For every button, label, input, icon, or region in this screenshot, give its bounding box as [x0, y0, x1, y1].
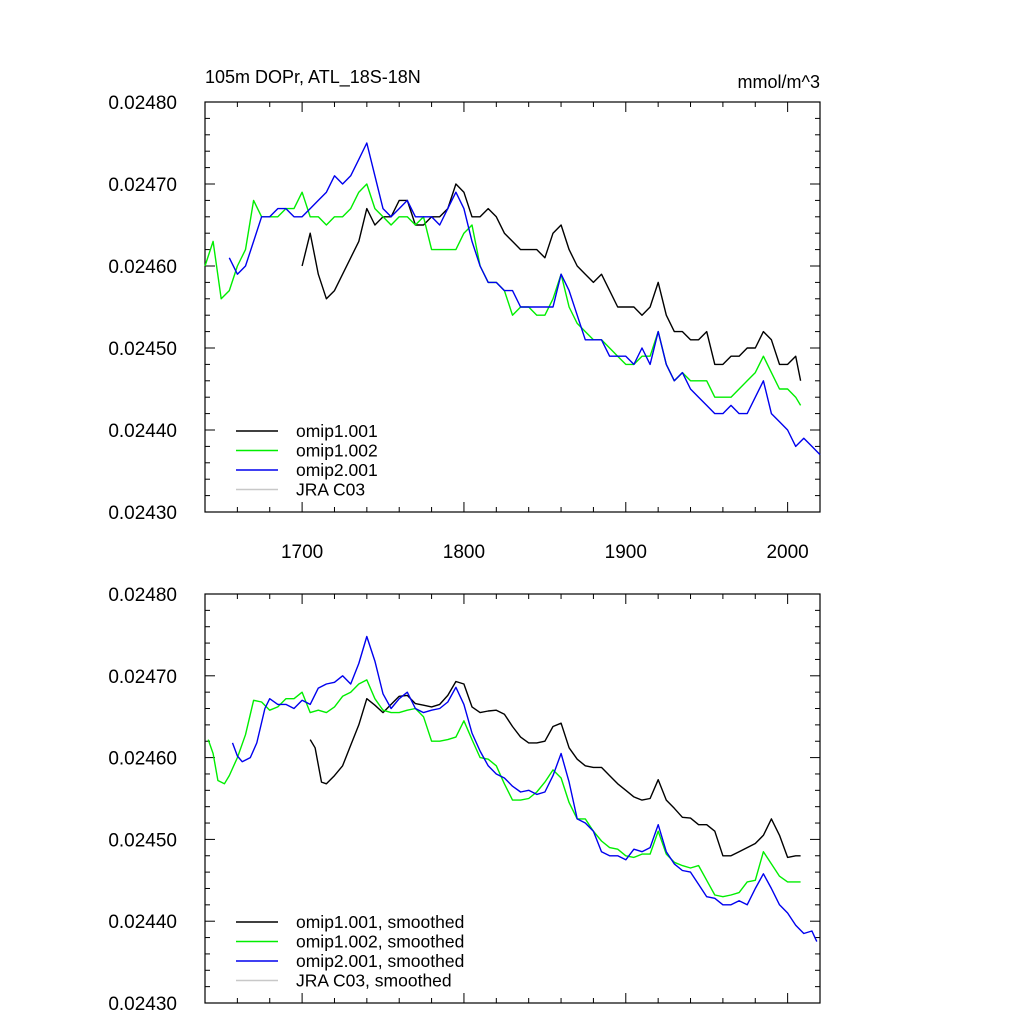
top-legend-label: omip1.002 [296, 441, 378, 461]
bottom-legend-label: omip1.001, smoothed [296, 912, 464, 932]
top-y-tick-label: 0.02480 [108, 93, 177, 114]
top-x-tick-label: 2000 [766, 542, 808, 563]
top-plot-frame [204, 101, 821, 513]
top-y-tick-label: 0.02470 [108, 175, 177, 196]
bottom-y-tick-label: 0.02470 [108, 667, 177, 688]
bottom-y-tick-label: 0.02460 [108, 749, 177, 770]
top-panel-units: mmol/m^3 [738, 72, 820, 92]
bottom-legend-label: omip2.001, smoothed [296, 951, 464, 971]
bottom-legend-label: JRA C03, smoothed [296, 971, 452, 991]
top-legend-label: omip2.001 [296, 460, 378, 480]
bottom-series-line-3 [231, 635, 818, 942]
top-y-tick-label: 0.02460 [108, 257, 177, 278]
top-y-tick-label: 0.02430 [108, 503, 177, 524]
top-x-tick-label: 1700 [281, 542, 323, 563]
bottom-y-tick-label: 0.02440 [108, 912, 177, 933]
top-panel: 105m DOPr, ATL_18S-18N mmol/m^3 0.02430 0… [108, 67, 821, 563]
bottom-panel: 0.02430 0.02440 0.02450 0.02460 0.02470 0.024… [108, 585, 821, 1015]
top-x-tick-label: 1800 [443, 542, 485, 563]
top-y-tick-label: 0.02450 [108, 339, 177, 360]
top-series-line-3 [228, 142, 821, 456]
top-series-line-1 [301, 183, 802, 381]
bottom-plot-frame [204, 593, 821, 1004]
top-x-tick-label: 1900 [605, 542, 647, 563]
bottom-y-tick-label: 0.02430 [108, 994, 177, 1015]
top-legend-label: omip1.001 [296, 421, 378, 441]
top-panel-title: 105m DOPr, ATL_18S-18N [205, 67, 421, 88]
bottom-series-line-1 [309, 680, 801, 859]
top-legend-label: JRA C03 [296, 480, 365, 500]
bottom-series-line-2 [207, 679, 801, 898]
top-y-tick-label: 0.02440 [108, 421, 177, 442]
bottom-y-tick-label: 0.02450 [108, 830, 177, 851]
bottom-y-tick-label: 0.02480 [108, 585, 177, 606]
bottom-legend-label: omip1.002, smoothed [296, 932, 464, 952]
